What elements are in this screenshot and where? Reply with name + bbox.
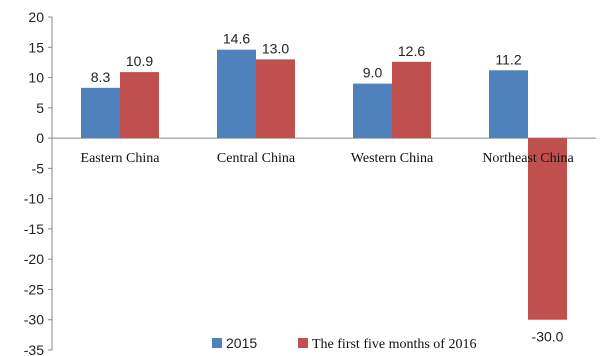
- y-tick-label: -5: [32, 160, 45, 176]
- y-tick-label: 20: [28, 9, 44, 25]
- bars: 8.3 10.9 14.6 13.0 9.0 12.6 11.2 -30.0: [81, 31, 567, 345]
- y-tick-label: -35: [24, 342, 44, 356]
- bar-series1: [217, 49, 256, 139]
- bar-series1: [489, 70, 528, 139]
- y-tick-label: 15: [28, 39, 44, 55]
- y-tick-label: -30: [24, 312, 44, 328]
- data-label: -30.0: [532, 329, 564, 345]
- category-label: Northeast China: [482, 151, 574, 166]
- bar-series2: [528, 138, 567, 320]
- data-label: 8.3: [91, 69, 111, 85]
- category-labels: Eastern China Central China Western China N…: [81, 151, 575, 166]
- y-tick-label: -25: [24, 281, 44, 297]
- y-tick-label: 0: [36, 130, 44, 146]
- y-tick-label: -10: [24, 191, 44, 207]
- legend: 2015 The first five months of 2016: [212, 335, 476, 352]
- legend-swatch: [212, 338, 222, 348]
- y-tick-label: -20: [24, 251, 44, 267]
- bar-series1: [353, 83, 392, 139]
- y-tick-label: 5: [36, 100, 44, 116]
- data-label: 10.9: [126, 53, 153, 69]
- data-label: 13.0: [262, 40, 289, 56]
- bar-series1: [81, 87, 120, 139]
- bar-series2: [120, 72, 159, 139]
- legend-label: The first five months of 2016: [312, 337, 476, 352]
- data-label: 9.0: [363, 65, 383, 81]
- data-label: 11.2: [495, 51, 521, 67]
- legend-swatch: [298, 338, 308, 348]
- y-tick-label: -15: [24, 221, 44, 237]
- y-tick-label: 10: [28, 70, 44, 86]
- bar-series2: [392, 61, 431, 139]
- category-label: Eastern China: [81, 151, 161, 166]
- y-ticks: 20 15 10 5 0 -5 -10 -15 -20 -25 -30 -35: [24, 9, 52, 356]
- data-label: 14.6: [223, 31, 250, 47]
- category-label: Central China: [217, 151, 296, 166]
- legend-label: 2015: [226, 335, 257, 351]
- bar-series2: [256, 59, 295, 139]
- data-label: 12.6: [398, 43, 425, 59]
- category-label: Western China: [351, 151, 434, 166]
